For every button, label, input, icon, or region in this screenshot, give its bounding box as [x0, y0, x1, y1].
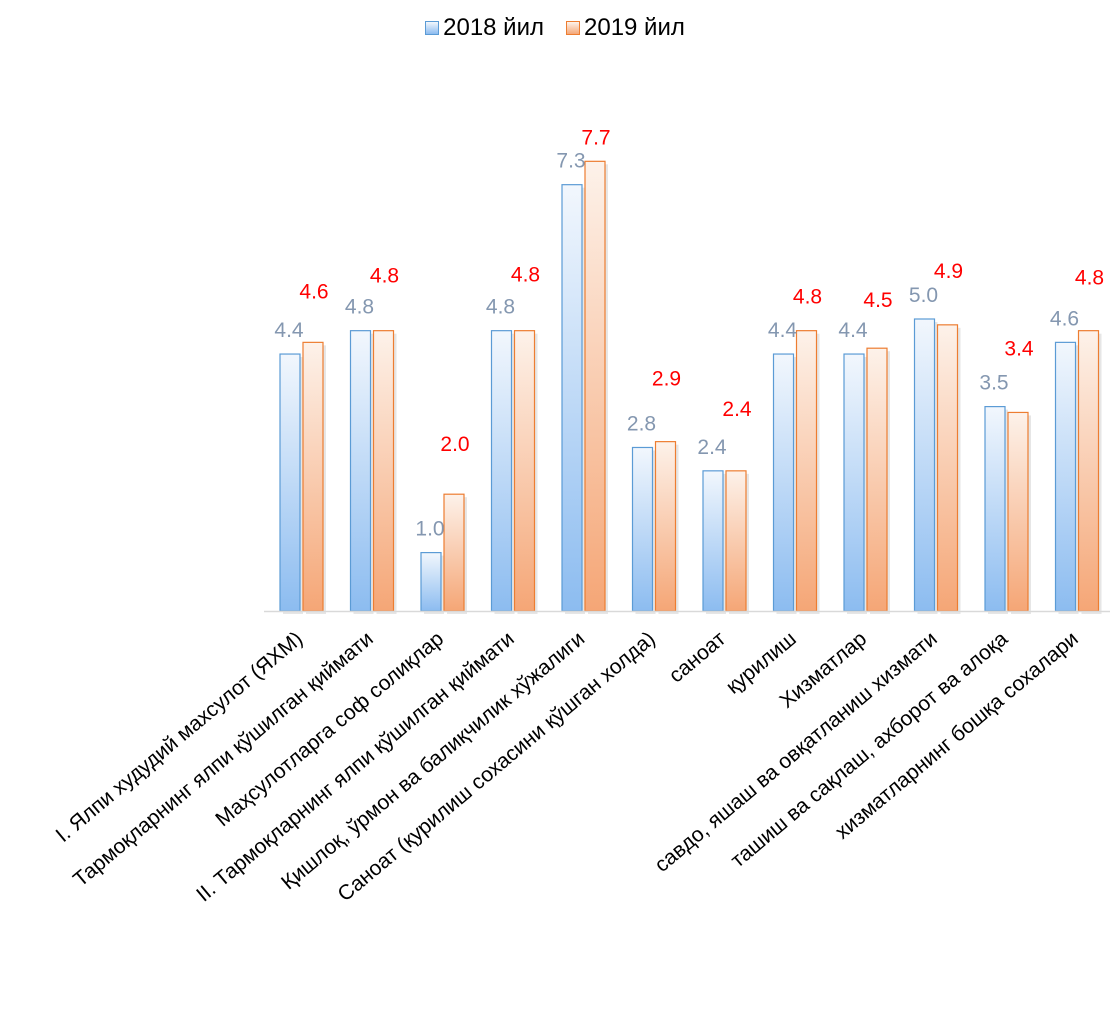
bar-2019-9 [936, 324, 959, 612]
data-label-2018-2: 1.0 [415, 518, 444, 541]
data-label-2018-4: 7.3 [556, 150, 585, 173]
bar-2018-6 [702, 470, 724, 612]
legend-swatch-2018 [425, 21, 440, 35]
bar-2018-10 [984, 406, 1006, 612]
bar-2019-1 [372, 330, 395, 612]
bar-2019-4 [584, 160, 606, 612]
data-label-2019-8: 4.5 [863, 289, 892, 312]
data-label-2019-4: 7.7 [581, 126, 610, 149]
bar-2018-5 [631, 446, 654, 612]
data-label-2019-5: 2.9 [652, 368, 681, 391]
bar-2018-0 [279, 353, 301, 612]
bar-2019-0 [302, 341, 324, 612]
data-label-2018-7: 4.4 [768, 319, 798, 342]
legend-swatch-2019 [566, 21, 580, 35]
bar-2019-8 [866, 347, 888, 612]
data-label-2019-2: 2.0 [440, 433, 469, 456]
data-label-2018-10: 3.5 [979, 372, 1008, 395]
bar-2019-10 [1007, 411, 1029, 612]
data-label-2018-8: 4.4 [838, 319, 868, 342]
data-label-2019-9: 4.9 [934, 260, 963, 283]
bar-2018-7 [772, 353, 795, 612]
legend-label-2018: 2018 йил [443, 14, 544, 41]
data-label-2018-5: 2.8 [627, 412, 656, 435]
bar-2018-8 [843, 353, 865, 612]
data-label-2018-9: 5.0 [909, 284, 938, 307]
bar-2019-11 [1077, 330, 1100, 612]
bar-2018-9 [913, 318, 936, 612]
data-label-2019-11: 4.8 [1075, 267, 1104, 290]
data-label-2019-0: 4.6 [299, 280, 328, 303]
data-label-2018-6: 2.4 [697, 436, 727, 459]
category-labels-layer: I. Ялпи худудий махсулот (ЯХМ)Тармоқларн… [52, 627, 1083, 906]
data-label-2019-10: 3.4 [1004, 337, 1034, 360]
legend-item-2018: 2018 йил [425, 14, 544, 42]
data-label-2018-1: 4.8 [345, 296, 374, 319]
legend-label-2019: 2019 йил [584, 14, 685, 41]
bar-2018-4 [561, 184, 583, 612]
data-label-2018-3: 4.8 [486, 296, 515, 319]
data-label-2018-0: 4.4 [274, 319, 304, 342]
data-label-2018-11: 4.6 [1050, 307, 1079, 330]
data-label-2019-7: 4.8 [793, 286, 822, 309]
bar-2019-5 [654, 441, 677, 612]
category-label-6: саноат [665, 627, 731, 687]
data-labels-layer: 4.4 4.6 4.8 4.8 1.0 2.0 4.8 4.8 7.37.7 2.8 2.9 2.4 2… [274, 126, 1104, 540]
bar-2018-3 [490, 330, 513, 612]
legend-item-2019: 2019 йил [566, 14, 685, 42]
bar-2019-2 [443, 493, 465, 612]
bar-2019-6 [725, 470, 747, 612]
bars-layer [279, 160, 1102, 614]
data-label-2019-1: 4.8 [370, 265, 399, 288]
data-label-2019-6: 2.4 [722, 398, 752, 421]
bar-2019-7 [795, 330, 818, 612]
category-label-0: I. Ялпи худудий махсулот (ЯХМ) [52, 627, 308, 847]
bar-2018-2 [420, 551, 442, 612]
bar-2018-1 [349, 330, 372, 612]
bar-2018-11 [1054, 341, 1077, 612]
legend: 2018 йил 2019 йил [0, 14, 1110, 42]
bar-2019-3 [513, 330, 536, 612]
data-label-2019-3: 4.8 [511, 264, 540, 287]
